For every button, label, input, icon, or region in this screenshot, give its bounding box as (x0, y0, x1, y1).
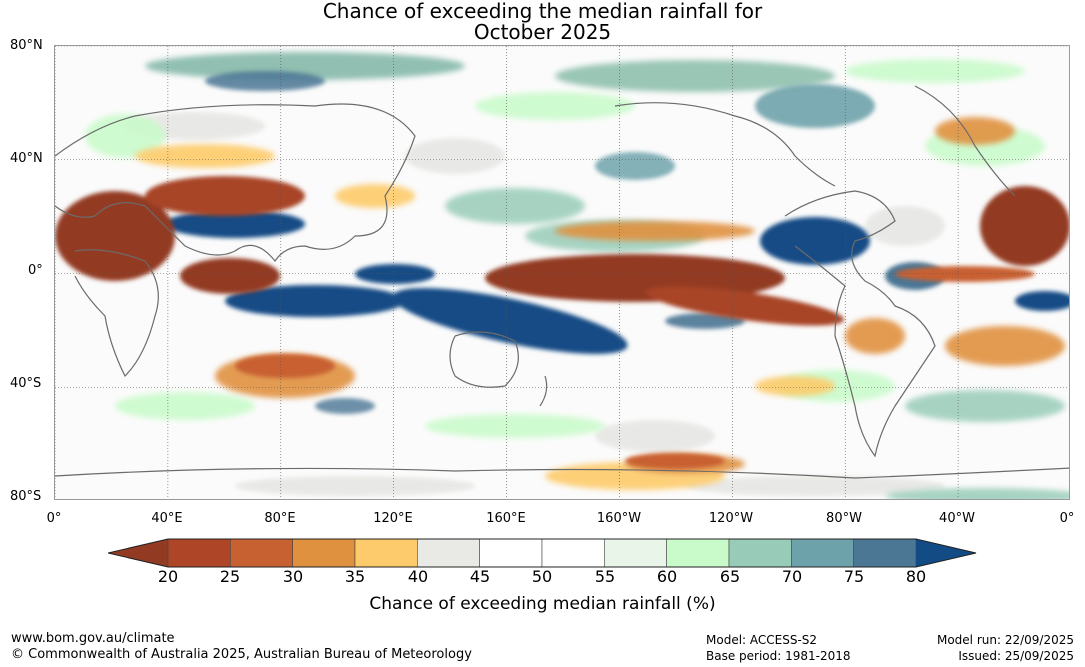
colorbar-tick-70: 70 (781, 567, 803, 586)
colorbar-tick-50: 50 (531, 567, 553, 586)
colorbar-bin-65-70 (728, 538, 792, 568)
colorbar-low-extension (108, 539, 168, 567)
colorbar-tick-45: 45 (469, 567, 491, 586)
footer-website: www.bom.gov.au/climate (11, 631, 175, 646)
lat-label-40s: 40°S (10, 376, 42, 391)
grey-light-areas (125, 112, 945, 496)
lon-label-40w: 40°W (939, 511, 975, 526)
colorbar-tick-35: 35 (344, 567, 366, 586)
colorbar-bin-45-50 (479, 538, 543, 568)
lon-label-120e: 120°E (373, 511, 413, 526)
lon-label-0: 0° (46, 511, 62, 526)
lon-label-160e: 160°E (486, 511, 526, 526)
brown-very-dry-areas (55, 176, 1069, 469)
map-title-line-2: October 2025 (473, 20, 612, 44)
footer-model-run: Model run: 22/09/2025 (936, 633, 1074, 647)
colorbar-bin-20-25 (167, 538, 231, 568)
lat-label-80s: 80°S (10, 489, 42, 504)
colorbar-tick-30: 30 (282, 567, 304, 586)
lon-label-80e: 80°E (264, 511, 296, 526)
colorbar (108, 538, 977, 568)
lon-label-40e: 40°E (151, 511, 183, 526)
colorbar-bin-60-65 (666, 538, 730, 568)
lat-label-80n: 80°N (10, 38, 43, 53)
colorbar-tick-55: 55 (594, 567, 616, 586)
footer-copyright: © Commonwealth of Australia 2025, Austra… (11, 647, 472, 662)
colorbar-bins (167, 538, 917, 568)
colorbar-bin-55-60 (604, 538, 667, 568)
colorbar-tick-75: 75 (843, 567, 865, 586)
colorbar-high-extension (916, 539, 976, 567)
footer-base-period: Base period: 1981-2018 (706, 649, 851, 663)
colorbar-tick-20: 20 (157, 567, 179, 586)
colorbar-bin-75-80 (853, 538, 917, 568)
lon-label-0-east: 0° (1059, 511, 1075, 526)
lon-label-120w: 120°W (708, 511, 754, 526)
map-title-line-1: Chance of exceeding the median rainfall … (322, 0, 763, 23)
colorbar-bin-35-40 (354, 538, 418, 568)
colorbar-tick-80: 80 (905, 567, 927, 586)
lat-label-equator: 0° (28, 263, 43, 278)
colorbar-bin-70-75 (791, 538, 854, 568)
lat-label-40n: 40°N (10, 151, 43, 166)
lon-label-80w: 80°W (826, 511, 862, 526)
footer-model: Model: ACCESS-S2 (706, 633, 818, 647)
colorbar-outline (108, 538, 977, 568)
colorbar-bin-50-55 (541, 538, 605, 568)
coastlines (55, 85, 1069, 479)
colorbar-tick-40: 40 (407, 567, 429, 586)
lon-label-160w: 160°W (596, 511, 642, 526)
colorbar-bin-25-30 (230, 538, 293, 568)
colorbar-label: Chance of exceeding median rainfall (%) (369, 594, 716, 614)
colorbar-bin-40-45 (417, 538, 480, 568)
colorbar-tick-25: 25 (219, 567, 241, 586)
rainfall-map (54, 45, 1070, 500)
colorbar-tick-65: 65 (719, 567, 741, 586)
graticule (55, 46, 1069, 499)
colorbar-bin-30-35 (292, 538, 356, 568)
footer-issued: Issued: 25/09/2025 (958, 649, 1074, 663)
rainfall-map-svg (55, 46, 1069, 499)
colorbar-tick-60: 60 (656, 567, 678, 586)
